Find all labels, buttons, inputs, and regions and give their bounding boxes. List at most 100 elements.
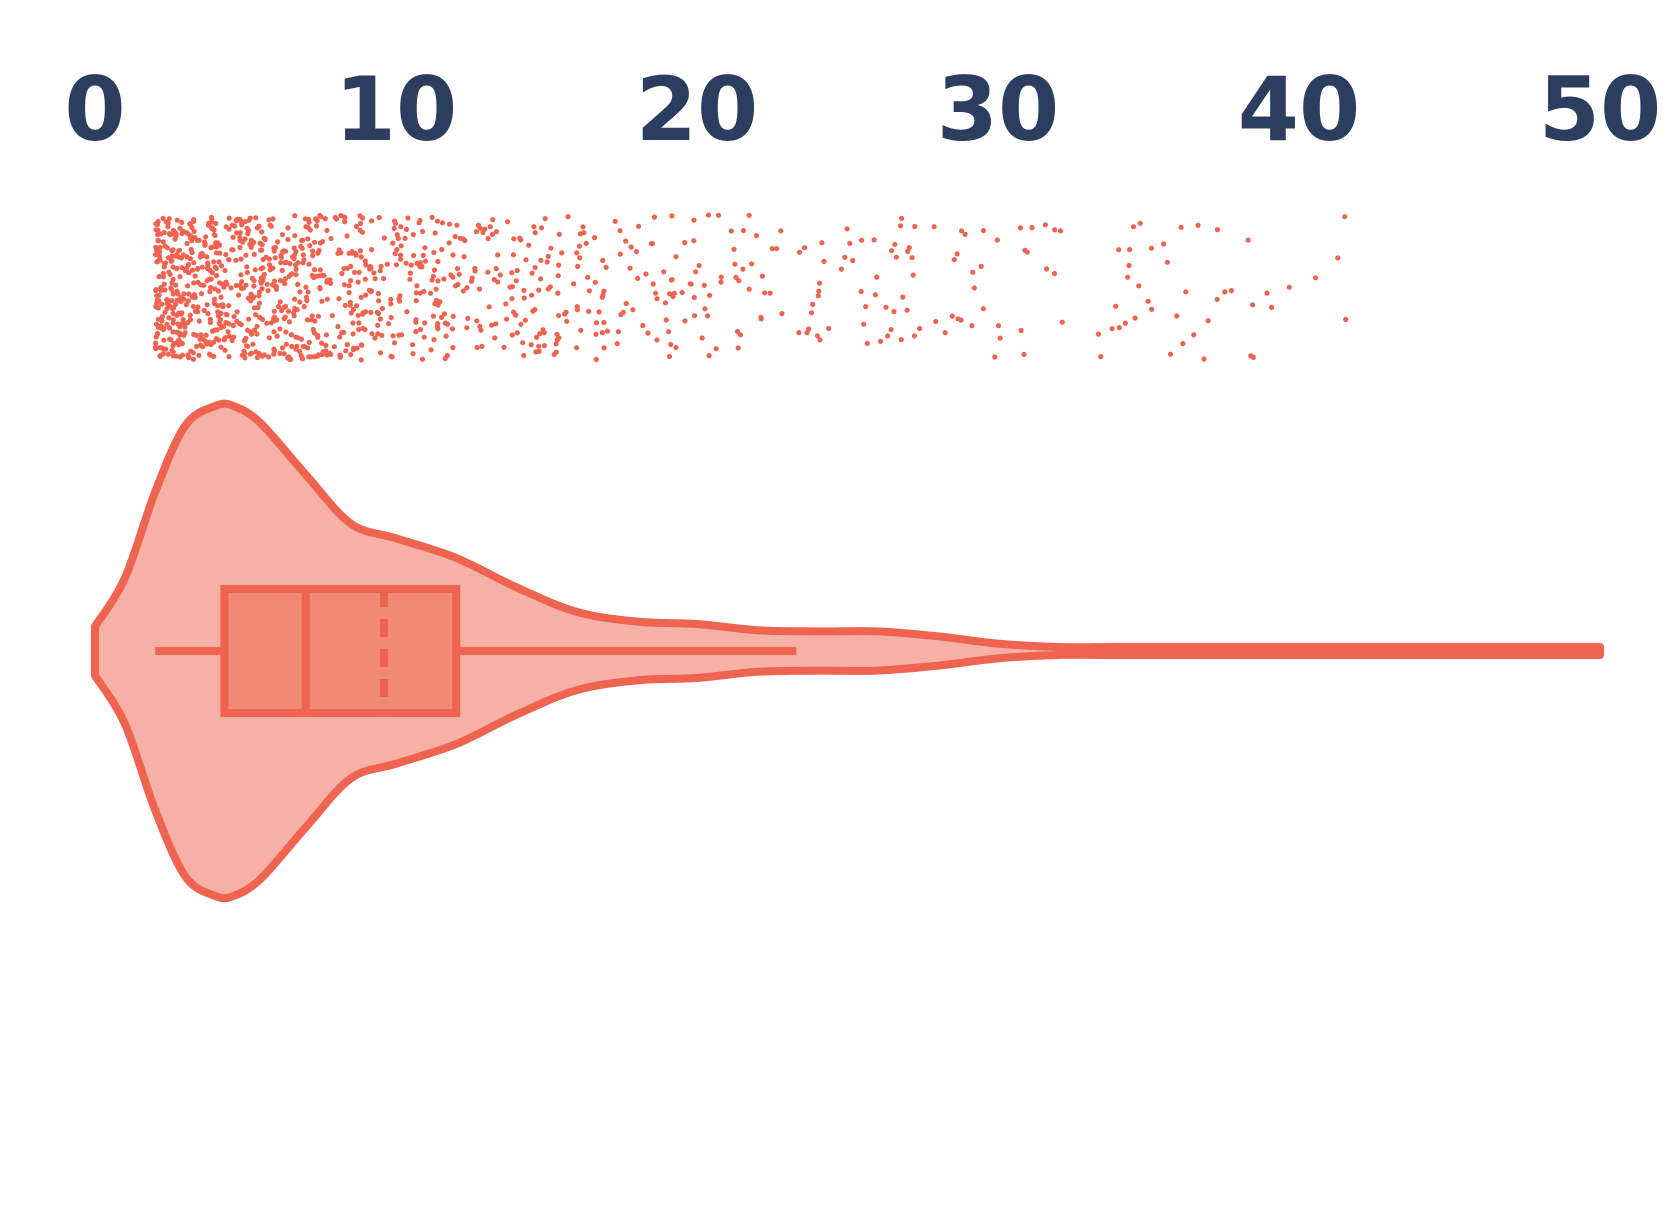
data-point — [1228, 288, 1234, 294]
data-point — [189, 238, 195, 244]
data-point — [443, 333, 449, 339]
data-point — [226, 257, 232, 263]
data-point — [653, 290, 659, 296]
data-point — [213, 336, 219, 342]
data-point — [666, 353, 673, 360]
data-point — [379, 332, 385, 338]
data-point — [746, 212, 752, 218]
data-point — [356, 320, 362, 326]
data-point — [378, 263, 384, 269]
data-point — [429, 277, 435, 283]
data-point — [603, 264, 609, 270]
data-point — [430, 313, 436, 319]
data-point — [456, 271, 462, 277]
data-point — [198, 332, 204, 338]
data-point — [232, 223, 238, 229]
data-point — [315, 313, 321, 319]
data-point — [285, 225, 291, 231]
data-point — [718, 279, 724, 285]
data-point — [173, 282, 179, 288]
jitter-points — [152, 212, 1349, 363]
data-point — [454, 266, 461, 272]
data-point — [369, 247, 375, 253]
data-point — [178, 298, 184, 304]
data-point — [183, 302, 189, 308]
data-point — [388, 296, 394, 302]
data-point — [804, 330, 810, 336]
data-point — [211, 300, 217, 306]
data-point — [461, 254, 467, 260]
data-point — [238, 256, 244, 262]
data-point — [874, 274, 880, 280]
data-point — [376, 298, 382, 304]
data-point — [271, 348, 278, 354]
data-point — [1125, 274, 1131, 280]
data-point — [767, 290, 773, 296]
data-point — [226, 333, 232, 339]
data-point — [530, 308, 536, 314]
data-point — [393, 262, 399, 268]
data-point — [259, 242, 265, 248]
data-point — [267, 222, 273, 228]
data-point — [614, 341, 620, 347]
data-point — [563, 309, 569, 315]
data-point — [283, 303, 289, 310]
data-point — [237, 216, 243, 222]
data-point — [413, 298, 419, 304]
data-point — [214, 273, 220, 279]
data-point — [402, 235, 408, 241]
data-point — [197, 336, 203, 342]
data-point — [810, 301, 816, 307]
data-point — [368, 309, 374, 315]
data-point — [1022, 247, 1028, 253]
data-point — [310, 248, 316, 254]
data-point — [266, 262, 273, 268]
data-point — [192, 234, 198, 241]
data-point — [668, 341, 674, 348]
data-point — [301, 304, 307, 310]
data-point — [667, 291, 673, 297]
data-point — [586, 308, 592, 314]
data-point — [479, 343, 485, 349]
data-point — [480, 229, 486, 236]
data-point — [375, 290, 381, 297]
data-point — [173, 231, 179, 237]
data-point — [264, 320, 270, 326]
data-point — [184, 230, 190, 236]
data-point — [335, 323, 341, 330]
data-point — [911, 333, 918, 339]
data-point — [216, 259, 222, 265]
data-point — [189, 249, 195, 256]
violin — [91, 399, 1604, 903]
data-point — [170, 310, 176, 317]
data-point — [707, 292, 713, 298]
data-point — [297, 299, 303, 305]
data-point — [154, 293, 160, 299]
data-point — [176, 254, 182, 260]
data-point — [254, 354, 260, 361]
data-point — [547, 284, 554, 290]
data-point — [808, 310, 815, 316]
data-point — [319, 340, 325, 346]
data-point — [651, 214, 658, 220]
data-point — [346, 290, 352, 296]
data-point — [225, 329, 231, 335]
data-point — [802, 245, 808, 251]
data-point — [342, 219, 348, 225]
data-point — [271, 245, 277, 251]
data-point — [542, 216, 548, 222]
data-point — [774, 246, 780, 252]
data-point — [1149, 306, 1155, 312]
data-point — [300, 343, 306, 350]
data-point — [306, 219, 312, 225]
data-point — [192, 294, 198, 301]
data-point — [528, 342, 534, 348]
data-point — [282, 314, 288, 320]
data-point — [731, 246, 737, 252]
violin-body — [91, 399, 1604, 903]
data-point — [293, 272, 299, 278]
data-point — [503, 301, 509, 307]
data-point — [165, 351, 171, 357]
data-point — [439, 220, 446, 226]
data-point — [174, 265, 180, 271]
